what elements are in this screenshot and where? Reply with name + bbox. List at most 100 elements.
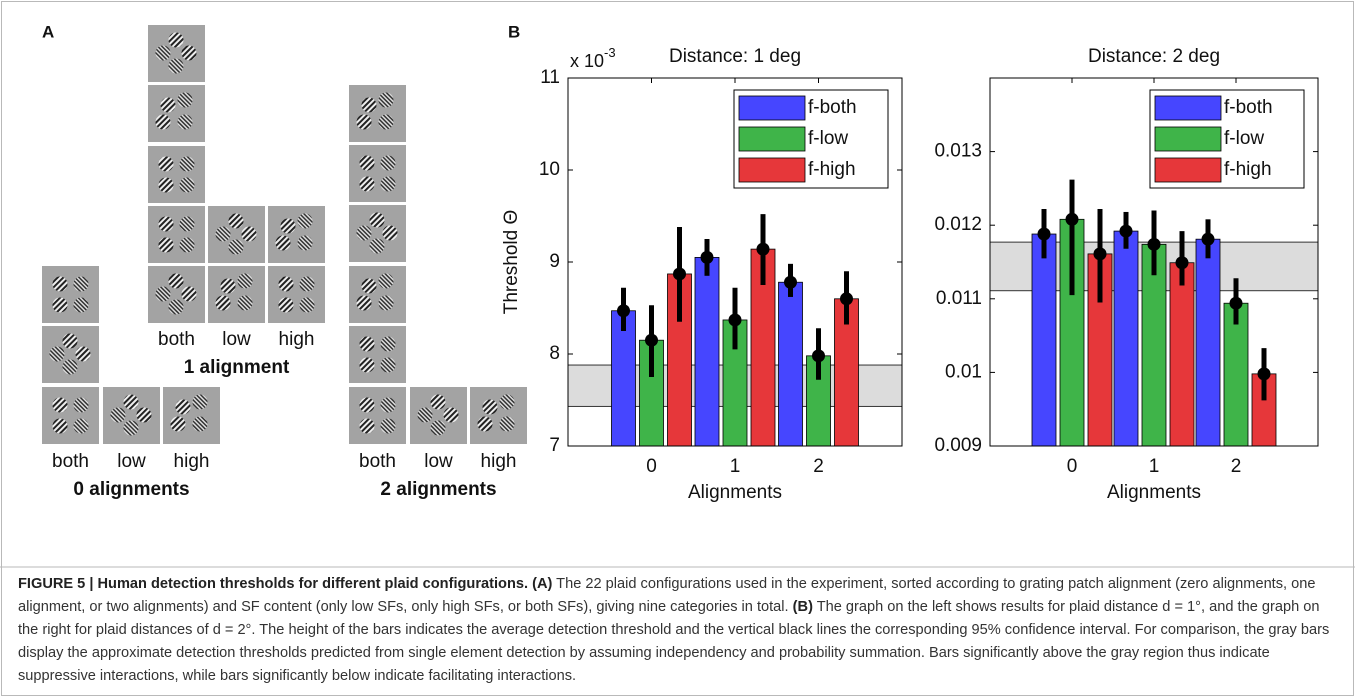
legend-label: f-both <box>1224 97 1273 118</box>
y-tick-label: 0.013 <box>934 141 982 162</box>
grating <box>359 397 375 413</box>
legend-swatch <box>1154 157 1222 183</box>
grating <box>73 397 89 413</box>
panel-label: A <box>42 22 54 41</box>
grating <box>179 237 195 253</box>
y-axis-label: Threshold Θ <box>501 210 522 315</box>
mean-dot <box>1175 256 1189 270</box>
x-tick-label: 0 <box>1067 456 1078 477</box>
grating <box>241 226 257 242</box>
legend-swatch <box>738 95 806 121</box>
grating <box>73 297 89 313</box>
stimulus-patch <box>103 387 160 444</box>
grating <box>380 155 396 171</box>
stimulus-patch <box>42 326 99 383</box>
stimulus-patch <box>349 387 406 444</box>
mean-dot <box>784 275 797 289</box>
stimulus-patch <box>349 326 406 383</box>
grating <box>361 278 377 294</box>
bar <box>1223 302 1249 447</box>
legend-label: f-both <box>808 97 857 118</box>
bar <box>1113 230 1139 447</box>
caption-text: The graph on the left shows results for … <box>18 599 1330 684</box>
stimulus-patch <box>349 85 406 142</box>
grating <box>158 237 174 253</box>
stimulus-patch <box>42 266 99 323</box>
stimulus-patch <box>470 387 527 444</box>
mean-dot <box>1119 224 1133 238</box>
x-tick-label: 2 <box>1231 456 1242 477</box>
grating <box>356 114 372 130</box>
mean-dot <box>673 267 686 281</box>
stimulus-patch <box>349 205 406 262</box>
grating <box>499 416 515 432</box>
patch-background <box>208 266 265 323</box>
grating <box>75 346 91 362</box>
grating <box>220 278 236 294</box>
grating <box>160 97 176 113</box>
grating <box>215 295 231 311</box>
grating <box>477 416 493 432</box>
grating <box>181 286 197 302</box>
group-label: 1 alignment <box>184 357 290 378</box>
grating <box>228 239 244 255</box>
grating <box>380 176 396 192</box>
stimulus-patch <box>349 145 406 202</box>
caption-heading: FIGURE 5 | Human detection thresholds fo… <box>18 576 529 592</box>
grating <box>155 114 171 130</box>
grating <box>179 156 195 172</box>
y-tick-label: 9 <box>549 251 560 272</box>
column-label: both <box>359 451 396 472</box>
stimulus-patch <box>42 387 99 444</box>
y-multiplier-exponent: -3 <box>604 45 616 60</box>
grating <box>177 114 193 130</box>
stimulus-patch <box>148 266 205 323</box>
legend-swatch <box>1154 126 1222 152</box>
grating <box>228 213 244 229</box>
mean-dot <box>645 333 658 347</box>
mean-dot <box>756 242 770 256</box>
patch-background <box>349 387 406 444</box>
patch-background <box>148 206 205 263</box>
grating <box>52 297 68 313</box>
grating <box>237 295 253 311</box>
grating <box>380 336 396 352</box>
grating <box>110 407 126 423</box>
grating <box>192 416 208 432</box>
panel-label: B <box>508 22 520 41</box>
y-tick-label: 0.012 <box>934 214 982 235</box>
grating <box>181 45 197 61</box>
x-tick-label: 1 <box>730 456 741 477</box>
grating <box>73 418 89 434</box>
grating <box>192 394 208 410</box>
y-tick-label: 0.009 <box>934 435 982 456</box>
figure: A B both low high 0 alignments both low high 1 … <box>0 22 1355 568</box>
column-label: high <box>174 451 210 472</box>
grating <box>369 238 385 254</box>
grating <box>177 92 193 108</box>
patch-background <box>148 85 205 142</box>
grating <box>49 346 65 362</box>
mean-dot <box>1037 227 1051 241</box>
group-label: 0 alignments <box>73 479 189 500</box>
grating <box>136 407 152 423</box>
stimulus-patch <box>163 387 220 444</box>
grating <box>378 92 394 108</box>
patch-background <box>349 266 406 323</box>
grating <box>378 114 394 130</box>
grating <box>168 32 184 48</box>
legend-swatch <box>1154 95 1222 121</box>
grating <box>158 156 174 172</box>
grating <box>380 418 396 434</box>
grating <box>158 177 174 193</box>
grating <box>359 336 375 352</box>
caption-text: The 22 plaid configurations used in the … <box>18 576 1316 615</box>
column-label: high <box>279 329 315 350</box>
patch-background <box>349 145 406 202</box>
mean-dot <box>700 250 714 264</box>
column-label: low <box>117 451 146 472</box>
grating <box>482 399 498 415</box>
grating <box>62 333 78 349</box>
x-tick-label: 1 <box>1149 456 1160 477</box>
stimulus-patch <box>410 387 467 444</box>
